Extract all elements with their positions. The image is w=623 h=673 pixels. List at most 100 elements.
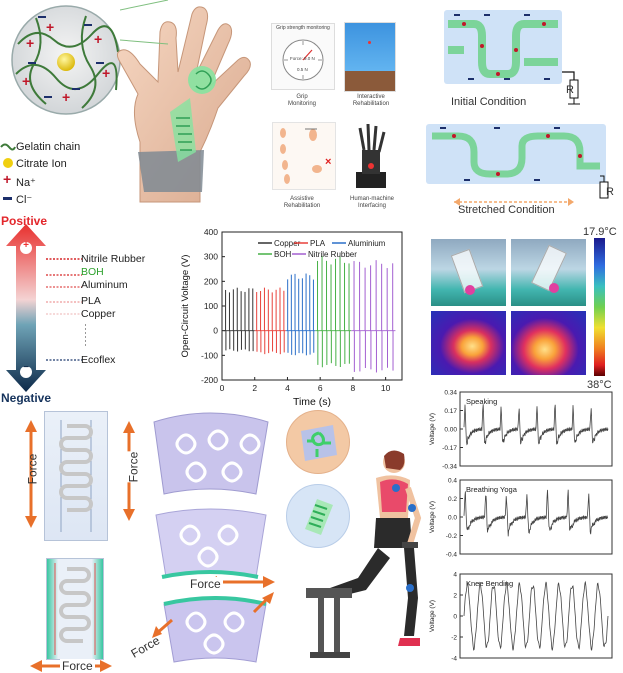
thermal-min-label: 38°C — [587, 379, 612, 391]
inset-circle-bottom — [286, 484, 350, 548]
y-tick-label: 200 — [204, 276, 218, 286]
athlete-illustration — [306, 450, 422, 658]
thermal-ir-left — [431, 311, 506, 375]
legend-label: BOH — [274, 250, 292, 259]
sensor-serpentine-stretched — [54, 563, 96, 655]
hand-wearable-illustration — [116, 6, 251, 203]
x-axis-label: Time (s) — [293, 396, 331, 408]
negative-label: Negative — [1, 391, 52, 405]
stretch-conditions-diagram — [426, 10, 609, 206]
grip-sub: 0.5 N — [297, 67, 308, 72]
y-tick-label: 0 — [213, 326, 218, 336]
voltage-trace — [463, 489, 609, 537]
resistor-label-stretched: R — [606, 186, 614, 198]
series-nitrile-rubber: Nitrile Rubber — [81, 253, 146, 265]
force-arrow-diag-2 — [252, 592, 274, 614]
y-tick-label: 0.4 — [448, 478, 457, 485]
force-label-4: Force — [188, 577, 223, 591]
x-tick-label: 0 — [220, 383, 225, 393]
force-label-5: Force — [128, 633, 163, 661]
speaking-chart: -0.34 -0.17 0.00 0.17 0.34 Speaking Voltage (V… — [429, 390, 613, 471]
thermal-photo-right — [511, 239, 586, 306]
series-ecoflex: Ecoflex — [81, 354, 116, 366]
sensor-panel-vertical — [44, 411, 108, 541]
stretched-condition-label: Stretched Condition — [458, 204, 555, 216]
fan-sensor-1 — [153, 412, 269, 495]
triboelectric-arrow — [6, 224, 46, 392]
inset-circle-top — [286, 410, 350, 474]
knee-bending-chart: -4 -2 0 2 4 Knee Bending Voltage (V) — [429, 572, 613, 663]
svg-text:+: + — [46, 19, 54, 35]
force-label-2: Force — [60, 659, 95, 673]
thermal-ir-right — [511, 311, 586, 375]
y-tick-label: 0.17 — [444, 408, 457, 415]
initial-condition-label: Initial Condition — [451, 96, 527, 108]
y-tick-label: -0.17 — [442, 445, 457, 452]
plus-sign: + — [23, 240, 29, 251]
series-boh: BOH — [81, 266, 104, 278]
thermal-colorbar — [594, 238, 605, 376]
positive-label: Positive — [1, 214, 48, 228]
force-arrow-horizontal-2 — [205, 576, 275, 588]
chart-title: Speaking — [466, 397, 497, 406]
y-tick-label: 0.2 — [448, 496, 457, 503]
svg-text:+: + — [102, 65, 110, 81]
assistive-rehab-panel: × — [272, 122, 336, 190]
svg-text:×: × — [325, 156, 331, 168]
hmi-label: Human-machine Interfacing — [349, 196, 395, 209]
force-label-1: Force — [25, 453, 40, 485]
hmi-panel — [346, 122, 394, 190]
interactive-label: Interactive Rehabilitation — [352, 94, 390, 107]
thermal-max-label: 17.9°C — [583, 226, 617, 238]
voltage-trace — [463, 404, 609, 446]
legend-cl: Cl⁻ — [16, 194, 33, 206]
thermal-photo-left — [431, 239, 506, 306]
y-axis-label: Voltage (V) — [429, 501, 436, 533]
open-circuit-voltage-chart: -200 -100 0 100 200 300 400 0 2 4 6 8 10 Time (s) Open… — [180, 227, 403, 408]
y-tick-label: 0.34 — [444, 390, 457, 397]
force-arrow-vertical-1 — [25, 420, 37, 528]
assistive-shapes: × — [280, 128, 331, 184]
y-tick-label: -100 — [201, 350, 218, 360]
series-pla: PLA — [81, 295, 101, 307]
grip-gauge — [282, 39, 324, 80]
x-tick-label: 6 — [318, 383, 323, 393]
force-label-3: Force — [126, 451, 141, 483]
legend-label: Aluminium — [348, 239, 386, 248]
assistive-label: Assistive Rehabilitation — [283, 196, 321, 209]
y-axis-label: Open-Circuit Voltage (V) — [180, 255, 191, 358]
y-axis-label: Voltage (V) — [429, 413, 436, 445]
minus-sign: − — [23, 362, 29, 373]
y-tick-label: 0 — [453, 614, 457, 621]
robot-hand-icon — [356, 123, 386, 188]
y-tick-label: 0.0 — [448, 515, 457, 522]
series-dashes — [46, 258, 86, 361]
grip-header: Grip strength monitoring — [276, 25, 330, 31]
grip-label: Grip Monitoring — [287, 94, 316, 107]
chart-title: Breathing Yoga — [466, 485, 518, 494]
fan-sensor-3 — [163, 596, 267, 663]
x-tick-label: 8 — [351, 383, 356, 393]
x-tick-label: 10 — [381, 383, 391, 393]
y-axis-label: Voltage (V) — [429, 600, 436, 632]
y-tick-label: 2 — [453, 593, 457, 600]
chart-title: Knee Bending — [466, 579, 513, 588]
legend-label: Nitrile Rubber — [308, 250, 357, 259]
svg-text:+: + — [94, 31, 102, 47]
y-tick-label: -4 — [451, 656, 457, 663]
y-tick-label: -0.4 — [446, 552, 458, 559]
sensor-on-skin — [301, 425, 337, 461]
y-tick-label: 0.00 — [444, 427, 457, 434]
sensor-serpentine — [59, 420, 93, 532]
series-copper: Copper — [81, 308, 116, 320]
zoom-leader-lines — [120, 0, 169, 45]
y-tick-label: 100 — [204, 301, 218, 311]
voltage-trace — [463, 580, 609, 652]
grip-readout: Force: 9.0 N — [290, 56, 315, 61]
resistor-label-initial: R — [566, 84, 574, 96]
legend-label: PLA — [310, 239, 326, 248]
legend-symbols: + — [0, 143, 16, 200]
breathing-yoga-chart: -0.4 -0.2 0.0 0.2 0.4 Breathing Yoga Voltage (… — [429, 478, 613, 559]
y-tick-label: -0.34 — [442, 464, 457, 471]
y-tick-label: -200 — [201, 375, 218, 385]
